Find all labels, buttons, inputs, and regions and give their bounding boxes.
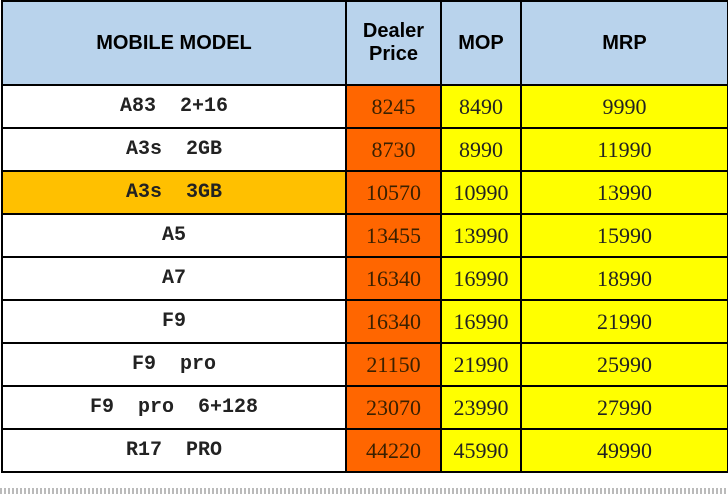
header-cell: MRP	[520, 0, 728, 86]
mrp-cell: 9990	[520, 84, 728, 129]
dealer-price-cell: 21150	[345, 342, 442, 387]
mrp-cell: 15990	[520, 213, 728, 258]
dealer-price-cell: 8245	[345, 84, 442, 129]
model-cell: A5	[1, 213, 347, 258]
model-cell: A3s 2GB	[1, 127, 347, 172]
mrp-cell: 21990	[520, 299, 728, 344]
mop-cell: 23990	[440, 385, 522, 430]
table-row: A3s 3GB 10570 10990 13990	[1, 170, 728, 215]
table-row: A83 2+16 8245 8490 9990	[1, 84, 728, 129]
table-row: A5 13455 13990 15990	[1, 213, 728, 258]
model-cell: F9	[1, 299, 347, 344]
dealer-price-cell: 8730	[345, 127, 442, 172]
model-cell: R17 PRO	[1, 428, 347, 473]
mop-cell: 10990	[440, 170, 522, 215]
table-row: R17 PRO 44220 45990 49990	[1, 428, 728, 473]
mrp-cell: 25990	[520, 342, 728, 387]
dealer-price-cell: 10570	[345, 170, 442, 215]
dealer-price-cell: 13455	[345, 213, 442, 258]
table-row: F9 pro 21150 21990 25990	[1, 342, 728, 387]
model-cell: A7	[1, 256, 347, 301]
mop-cell: 21990	[440, 342, 522, 387]
header-cell: MOP	[440, 0, 522, 86]
mop-cell: 8990	[440, 127, 522, 172]
header-cell: MOBILE MODEL	[1, 0, 347, 86]
table-row: F9 16340 16990 21990	[1, 299, 728, 344]
mrp-cell: 13990	[520, 170, 728, 215]
header-row: MOBILE MODEL Dealer Price MOP MRP	[1, 0, 728, 86]
table-row: A7 16340 16990 18990	[1, 256, 728, 301]
model-cell: A3s 3GB	[1, 170, 347, 215]
model-cell: F9 pro	[1, 342, 347, 387]
mrp-cell: 18990	[520, 256, 728, 301]
mop-cell: 16990	[440, 256, 522, 301]
mrp-cell: 11990	[520, 127, 728, 172]
table-row: F9 pro 6+128 23070 23990 27990	[1, 385, 728, 430]
dealer-price-cell: 44220	[345, 428, 442, 473]
mrp-cell: 27990	[520, 385, 728, 430]
dealer-price-cell: 16340	[345, 256, 442, 301]
mop-cell: 13990	[440, 213, 522, 258]
price-table: MOBILE MODEL Dealer Price MOP MRP A83 2+16 8…	[1, 0, 728, 473]
dealer-price-cell: 23070	[345, 385, 442, 430]
mrp-cell: 49990	[520, 428, 728, 473]
table-body: A83 2+16 8245 8490 9990 A3s 2GB 8730 8990 11990…	[1, 84, 728, 473]
mop-cell: 45990	[440, 428, 522, 473]
dealer-price-cell: 16340	[345, 299, 442, 344]
model-cell: F9 pro 6+128	[1, 385, 347, 430]
header-cell: Dealer Price	[345, 0, 442, 86]
table-row: A3s 2GB 8730 8990 11990	[1, 127, 728, 172]
mop-cell: 16990	[440, 299, 522, 344]
model-cell: A83 2+16	[1, 84, 347, 129]
mop-cell: 8490	[440, 84, 522, 129]
cut-edge	[0, 488, 728, 494]
